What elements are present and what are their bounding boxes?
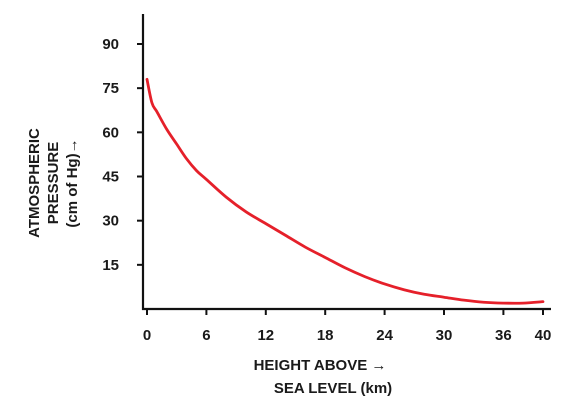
y-axis-title-line-2: PRESSURE: [45, 142, 62, 225]
x-tick-label: 6: [202, 327, 210, 344]
x-ticks-group: 0 6 12 18 24 30 36 40: [143, 309, 552, 344]
x-tick-label: 12: [257, 327, 274, 344]
y-tick-label: 45: [102, 169, 119, 186]
y-axis-title-line-1: ATMOSPHERIC: [26, 128, 43, 238]
x-tick-label: 0: [143, 327, 151, 344]
x-axis-title-line-2: SEA LEVEL (km): [274, 380, 392, 397]
x-tick-label: 18: [317, 327, 334, 344]
y-tick-label: 60: [102, 124, 119, 141]
y-ticks-group: 15 30 45 60 75 90: [102, 36, 143, 274]
x-axis-title-line-1: HEIGHT ABOVE →: [254, 357, 387, 374]
y-axis-title: ATMOSPHERIC PRESSURE (cm of Hg)→: [26, 128, 81, 238]
y-axis-title-line-3: (cm of Hg)→: [64, 138, 81, 227]
x-tick-label: 40: [535, 327, 552, 344]
y-tick-label: 90: [102, 36, 119, 53]
pressure-curve-line: [145, 77, 545, 305]
x-tick-label: 24: [376, 327, 393, 344]
x-tick-label: 30: [436, 327, 453, 344]
series-layer: [145, 77, 545, 305]
y-tick-label: 15: [102, 257, 119, 274]
x-tick-label: 36: [495, 327, 512, 344]
y-tick-label: 30: [102, 213, 119, 230]
x-axis-title: HEIGHT ABOVE → SEA LEVEL (km): [254, 357, 393, 397]
y-tick-label: 75: [102, 80, 119, 97]
